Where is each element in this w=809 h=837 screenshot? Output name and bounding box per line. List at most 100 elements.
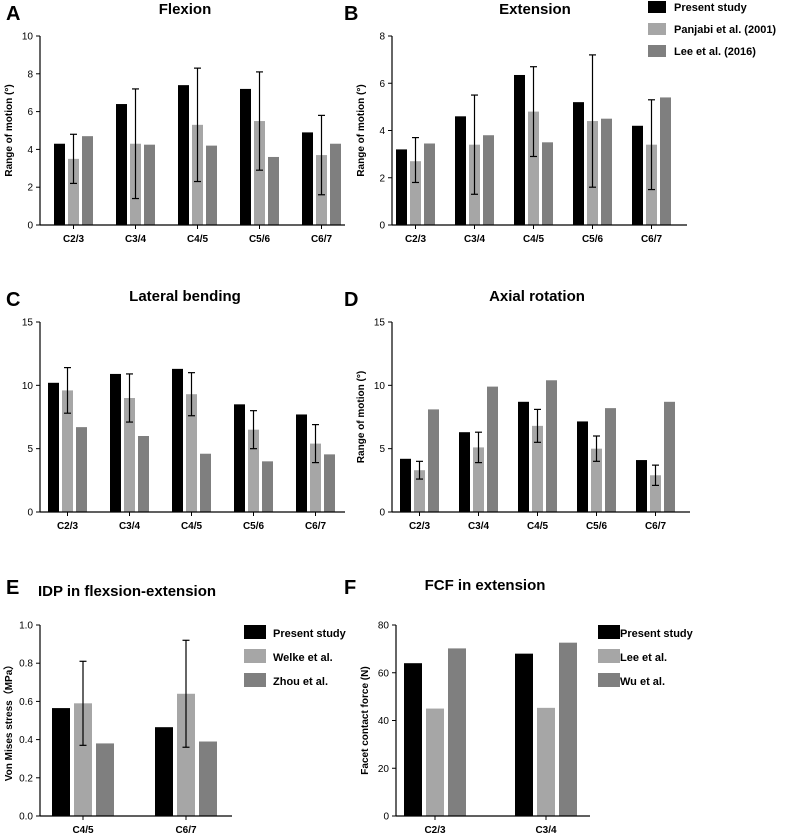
- bar-e-0-1: [74, 703, 92, 816]
- x-tick-label: C4/5: [187, 234, 209, 245]
- bar-d-0-1: [414, 470, 425, 512]
- panel-label: F: [344, 577, 356, 599]
- legend-swatch: [648, 23, 666, 35]
- bar-c-0-0: [48, 382, 59, 512]
- chart-title: FCF in extension: [425, 577, 546, 594]
- bar-b-4-2: [660, 97, 671, 225]
- chart-panel-f: F FCF in extension C2/3 C3/4 0 20 40 60 80 Facet …: [344, 577, 590, 836]
- x-tick-label: C2/3: [63, 234, 85, 245]
- legend-label: Lee et al. (2016): [674, 46, 756, 58]
- bar-a-4-0: [302, 132, 313, 225]
- y-tick-label: 0: [383, 812, 389, 823]
- y-tick-label: 6: [379, 79, 385, 90]
- panel-label: C: [6, 289, 20, 311]
- y-tick-label: 60: [378, 668, 390, 679]
- legend-label: Present study: [620, 628, 694, 640]
- bar-b-3-0: [573, 102, 584, 225]
- x-tick-label: C5/6: [243, 521, 265, 532]
- y-tick-label: 0: [379, 221, 385, 232]
- bar-a-3-1: [254, 121, 265, 225]
- bar-e-0-0: [52, 708, 70, 816]
- bar-c-3-0: [234, 404, 245, 512]
- legend-swatch: [244, 625, 266, 639]
- bar-a-3-2: [268, 156, 279, 225]
- y-tick-label: 40: [378, 716, 390, 727]
- bar-b-2-2: [542, 142, 553, 225]
- x-tick-label: C3/4: [119, 521, 141, 532]
- x-tick-label: C2/3: [424, 825, 446, 836]
- y-tick-label: 0.4: [19, 735, 33, 746]
- bar-a-1-0: [116, 104, 127, 225]
- y-axis-label: Range of motion (°): [4, 84, 15, 176]
- y-tick-label: 4: [27, 145, 33, 156]
- y-tick-label: 0: [379, 508, 385, 519]
- y-tick-label: 2: [27, 183, 33, 194]
- legend-top: Present study Panjabi et al. (2001) Lee et…: [648, 1, 776, 58]
- y-tick-label: 15: [22, 318, 34, 329]
- y-tick-label: 0.8: [19, 659, 33, 670]
- legend-swatch: [244, 673, 266, 687]
- y-tick-label: 0: [27, 508, 33, 519]
- chart-title: Flexion: [159, 1, 212, 18]
- bar-a-0-2: [82, 136, 93, 225]
- chart-title: IDP in flexsion-extension: [38, 583, 216, 600]
- x-tick-label: C6/7: [641, 234, 663, 245]
- y-axis-label: Facet contact force (N): [360, 666, 371, 774]
- y-tick-label: 0.0: [19, 812, 33, 823]
- panel-label: E: [6, 577, 19, 599]
- bar-b-1-2: [483, 135, 494, 225]
- bar-a-0-0: [54, 143, 65, 225]
- y-axis-label: Range of motion (°): [356, 84, 367, 176]
- bar-c-1-2: [138, 436, 149, 512]
- y-tick-label: 8: [379, 32, 385, 43]
- legend-swatch: [598, 673, 620, 687]
- legend-swatch: [598, 649, 620, 663]
- x-tick-label: C2/3: [57, 521, 79, 532]
- bar-e-0-2: [96, 743, 114, 816]
- bar-f-1-2: [559, 642, 577, 816]
- x-tick-label: C2/3: [409, 521, 431, 532]
- y-tick-label: 0: [27, 221, 33, 232]
- y-tick-label: 5: [27, 444, 33, 455]
- x-tick-label: C3/4: [464, 234, 486, 245]
- legend-label: Lee et al.: [620, 652, 667, 664]
- bar-c-3-1: [248, 429, 259, 512]
- x-tick-label: C4/5: [181, 521, 203, 532]
- x-tick-label: C5/6: [582, 234, 604, 245]
- bar-a-4-2: [330, 143, 341, 225]
- panel-label: B: [344, 3, 358, 25]
- bar-c-0-2: [76, 427, 87, 512]
- y-tick-label: 1.0: [19, 621, 33, 632]
- chart-panel-c: C Lateral bending C2/3 C3/4 C4/5 C5/6 C6/7 0 5 10…: [6, 288, 345, 532]
- bar-d-0-2: [428, 409, 439, 512]
- x-tick-label: C4/5: [72, 825, 94, 836]
- bar-c-1-1: [124, 398, 135, 512]
- bar-c-4-0: [296, 414, 307, 512]
- legend-swatch: [648, 1, 666, 13]
- y-tick-label: 5: [379, 444, 385, 455]
- bar-f-0-1: [426, 708, 444, 816]
- chart-title: Extension: [499, 1, 571, 18]
- bar-e-1-2: [199, 741, 217, 816]
- bar-c-0-1: [62, 390, 73, 512]
- bar-b-0-2: [424, 143, 435, 225]
- y-axis-label: Range of motion (°): [356, 371, 367, 463]
- x-tick-label: C6/7: [645, 521, 667, 532]
- y-tick-label: 6: [27, 107, 33, 118]
- chart-panel-d: D Axial rotation C2/3 C3/4 C4/5 C5/6 C6/7 0 5 10 1…: [344, 288, 690, 532]
- bar-e-1-1: [177, 693, 195, 816]
- panel-label: D: [344, 289, 358, 311]
- bar-d-3-0: [577, 421, 588, 512]
- legend-label: Present study: [674, 2, 748, 14]
- y-tick-label: 15: [374, 318, 386, 329]
- y-tick-label: 10: [22, 32, 34, 43]
- x-tick-label: C3/4: [535, 825, 557, 836]
- bar-a-2-2: [206, 145, 217, 225]
- legend-e: Present study Welke et al. Zhou et al.: [244, 625, 347, 688]
- y-tick-label: 2: [379, 173, 385, 184]
- legend-swatch: [648, 45, 666, 57]
- bar-b-2-0: [514, 74, 525, 225]
- y-tick-label: 4: [379, 126, 385, 137]
- bar-f-0-0: [404, 663, 422, 816]
- y-tick-label: 8: [27, 69, 33, 80]
